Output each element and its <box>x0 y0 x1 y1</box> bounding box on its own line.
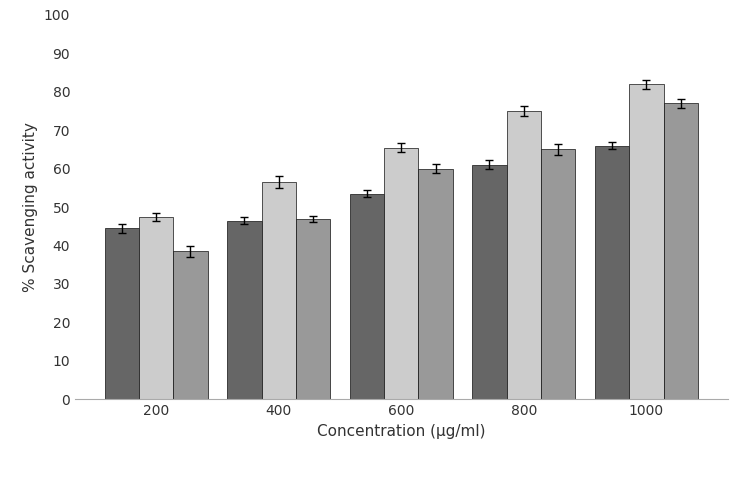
Bar <box>384 148 418 399</box>
Bar <box>227 221 262 399</box>
Bar <box>472 165 507 399</box>
Bar <box>296 219 330 399</box>
Bar <box>419 169 453 399</box>
Bar <box>595 146 629 399</box>
Bar <box>541 150 575 399</box>
Bar <box>262 182 296 399</box>
Bar <box>105 228 139 399</box>
Bar <box>664 103 698 399</box>
Y-axis label: % Scavenging activity: % Scavenging activity <box>23 122 38 292</box>
Bar <box>629 84 664 399</box>
Bar <box>350 194 384 399</box>
X-axis label: Concentration (μg/ml): Concentration (μg/ml) <box>317 424 485 439</box>
Bar <box>507 111 541 399</box>
Bar <box>173 251 208 399</box>
Bar <box>139 217 173 399</box>
